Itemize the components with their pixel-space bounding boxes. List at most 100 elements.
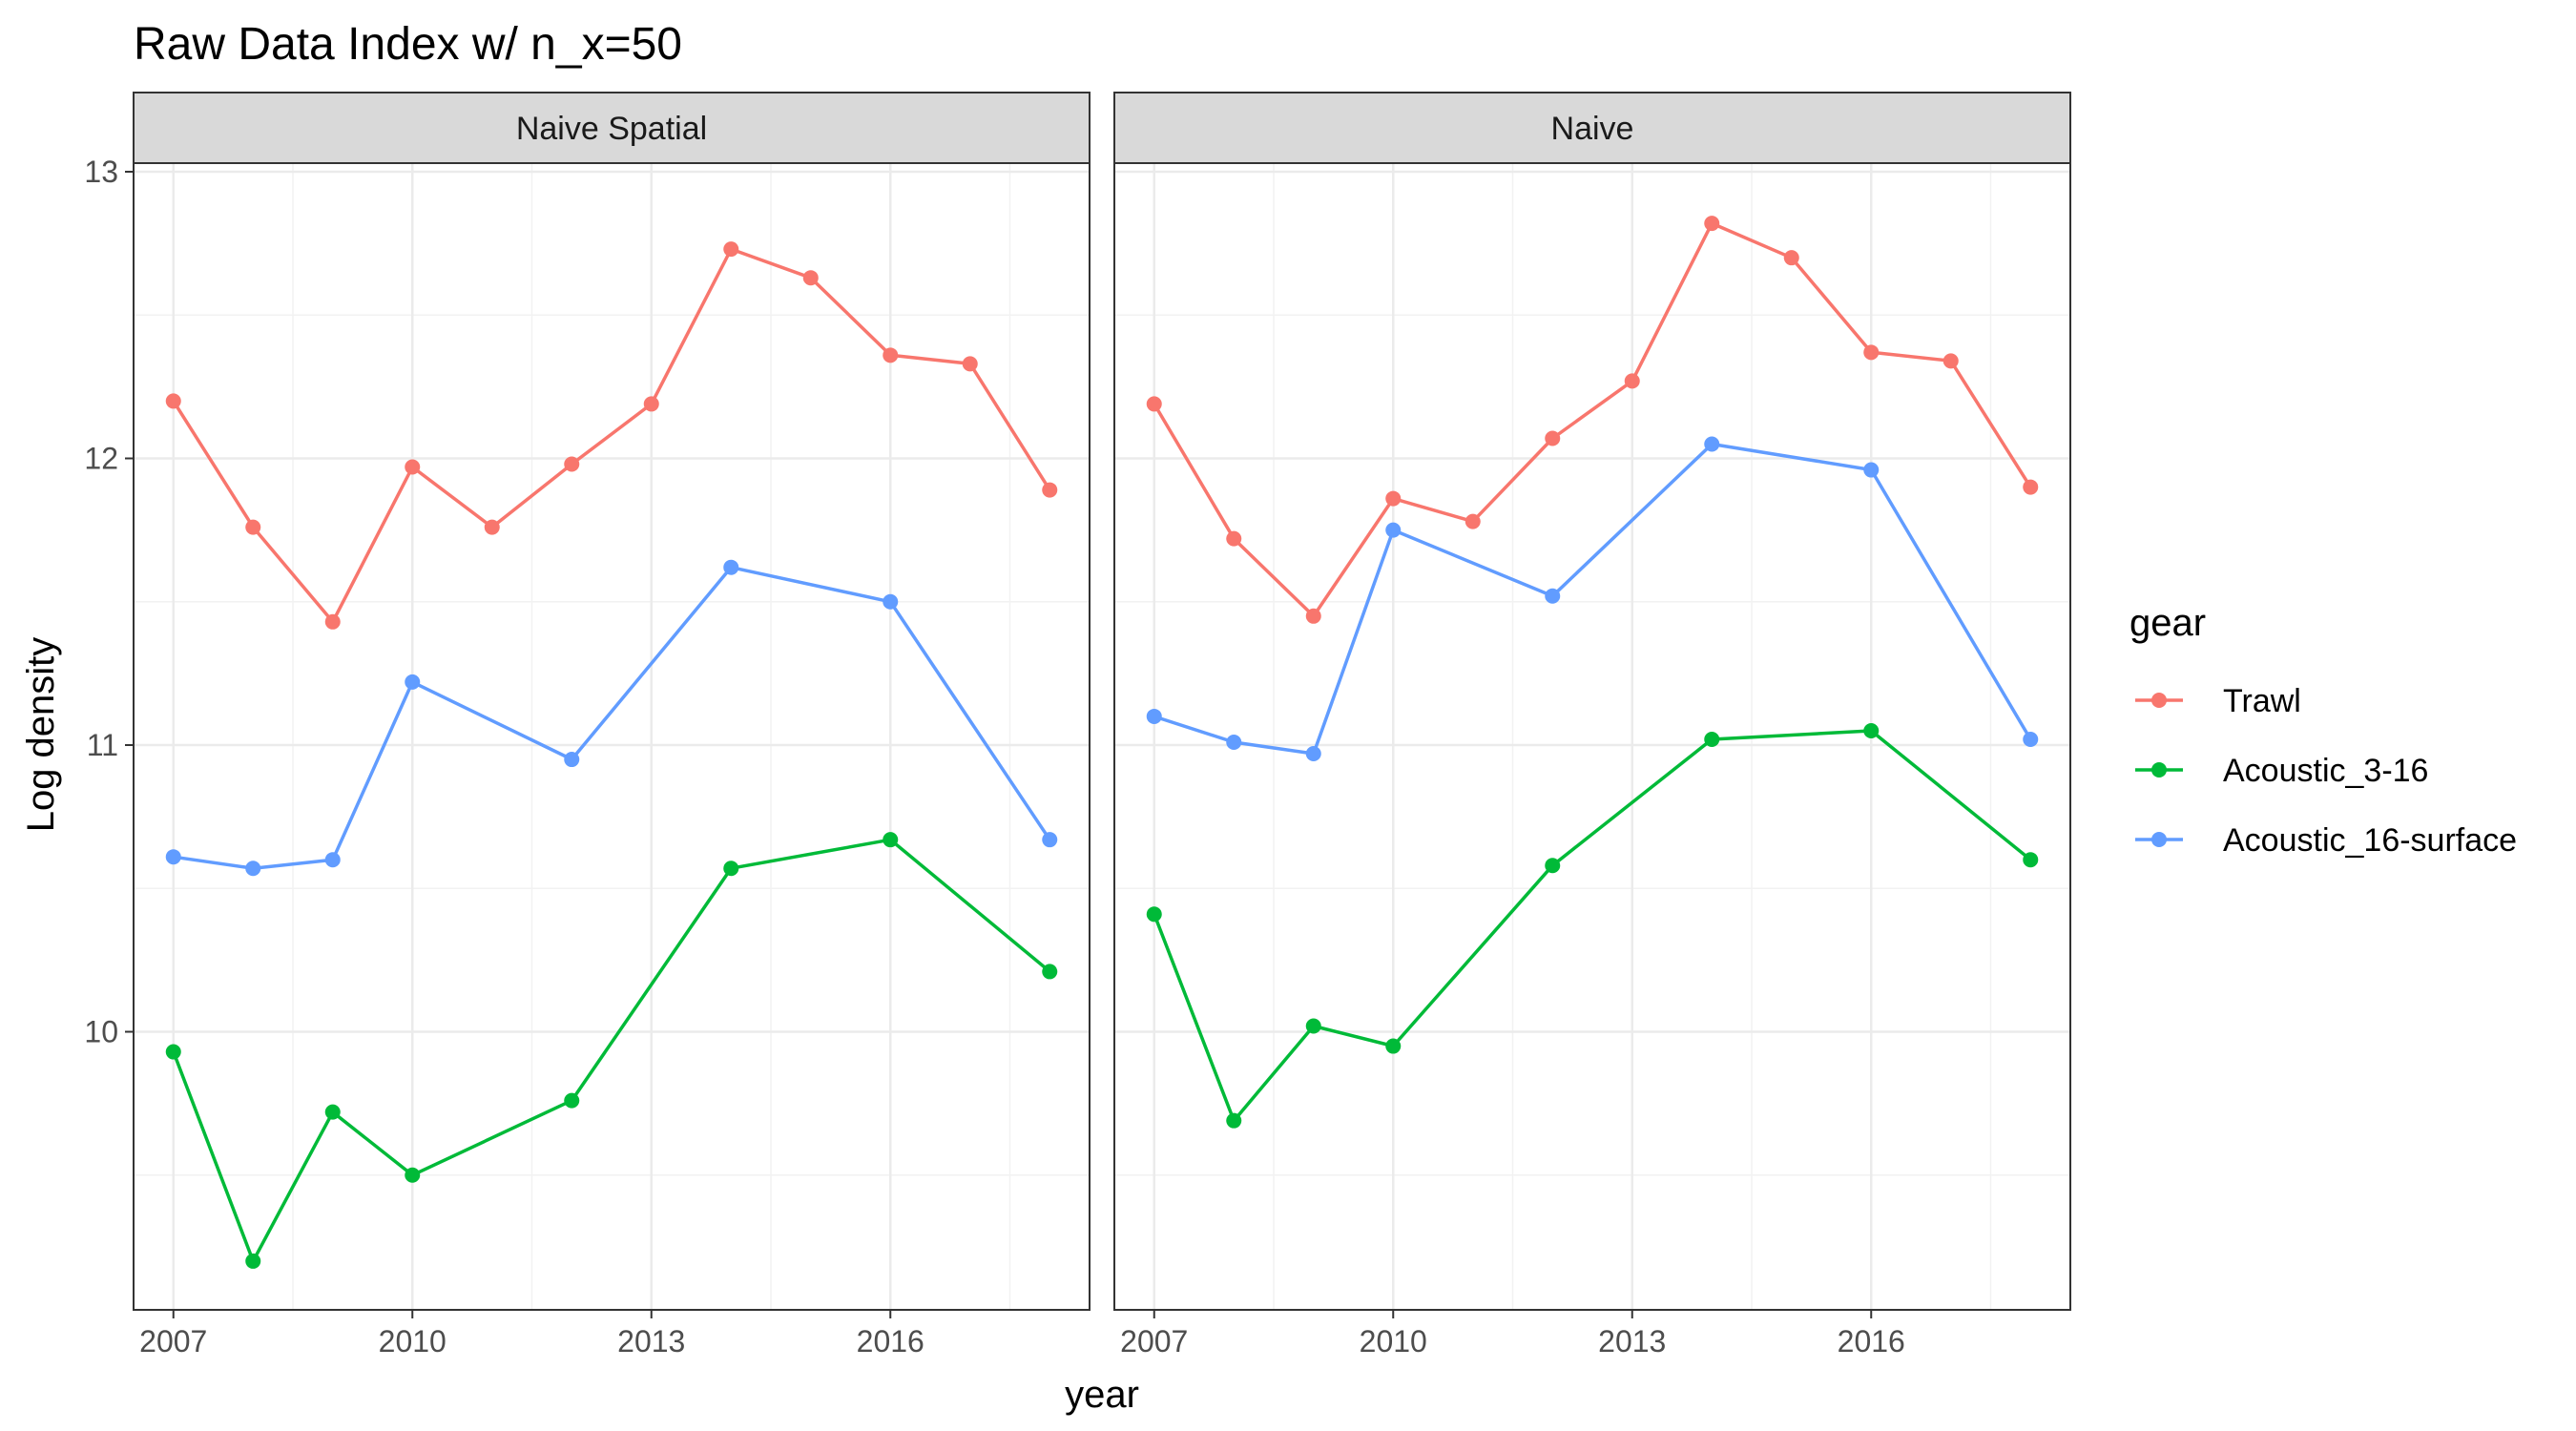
data-point-trawl	[1305, 608, 1321, 624]
data-point-trawl	[1783, 250, 1799, 266]
series-line-acoustic-16-surface	[173, 565, 1051, 870]
data-point-acoustic-16-surface	[2023, 732, 2039, 748]
data-point-trawl	[723, 241, 739, 258]
y-tick-label: 13	[84, 155, 118, 189]
data-point-acoustic-16-surface	[165, 849, 181, 865]
data-point-trawl	[1545, 430, 1561, 446]
data-point-acoustic-16-surface	[1385, 522, 1402, 538]
data-point-acoustic-3-16	[723, 861, 739, 877]
data-point-acoustic-16-surface	[564, 752, 580, 768]
legend-key-point	[2151, 832, 2167, 847]
x-tick-label: 2007	[1120, 1324, 1188, 1358]
data-point-acoustic-3-16	[1146, 906, 1162, 923]
data-point-trawl	[1624, 373, 1640, 389]
x-tick-label: 2010	[1360, 1324, 1427, 1358]
data-point-trawl	[1385, 490, 1402, 507]
data-point-trawl	[564, 456, 580, 472]
facet-strip-label: Naive Spatial	[516, 111, 707, 147]
legend-entry-trawl: Trawl	[2135, 683, 2301, 719]
data-point-trawl	[324, 613, 341, 630]
data-point-trawl	[1704, 216, 1720, 232]
y-tick-label: 12	[84, 442, 118, 476]
data-point-acoustic-3-16	[564, 1092, 580, 1109]
data-point-trawl	[405, 459, 421, 475]
data-point-trawl	[962, 356, 978, 372]
data-point-trawl	[165, 393, 181, 409]
y-tick-label: 11	[87, 728, 118, 762]
data-point-acoustic-16-surface	[324, 852, 341, 868]
facet-strip-label: Naive	[1551, 111, 1634, 147]
data-point-acoustic-3-16	[1863, 722, 1880, 738]
data-point-acoustic-3-16	[1305, 1018, 1321, 1034]
data-point-trawl	[2023, 479, 2039, 495]
series-line-acoustic-3-16	[1153, 729, 2032, 1123]
panel-border	[133, 162, 1091, 1311]
data-point-trawl	[1942, 353, 1959, 369]
data-point-acoustic-16-surface	[1226, 735, 1242, 751]
data-point-acoustic-16-surface	[883, 593, 899, 610]
data-point-acoustic-3-16	[2023, 852, 2039, 868]
data-point-acoustic-16-surface	[1704, 436, 1720, 452]
data-point-acoustic-16-surface	[1545, 588, 1561, 604]
data-point-trawl	[245, 519, 261, 535]
panel-naive-spatial: Naive Spatial 2007 2010 2013 2016 10 11 12 13	[84, 92, 1091, 1358]
data-point-trawl	[484, 519, 500, 535]
data-point-acoustic-3-16	[324, 1104, 341, 1120]
legend-label: Trawl	[2223, 683, 2301, 719]
data-point-acoustic-16-surface	[723, 559, 739, 575]
data-point-trawl	[883, 347, 899, 363]
data-point-acoustic-16-surface	[1146, 708, 1162, 724]
data-point-acoustic-3-16	[883, 832, 899, 848]
chart-title: Raw Data Index w/ n_x=50	[134, 19, 682, 70]
data-point-trawl	[1146, 396, 1162, 412]
legend-label: Acoustic_3-16	[2223, 753, 2428, 789]
x-tick-label: 2013	[617, 1324, 685, 1358]
panel-naive: Naive 2007 2010 2013 2016	[1113, 92, 2071, 1358]
x-tick-label: 2016	[1838, 1324, 1905, 1358]
data-point-acoustic-3-16	[1042, 964, 1058, 980]
legend-key-point	[2151, 762, 2167, 778]
data-point-acoustic-3-16	[405, 1167, 421, 1183]
series-line-trawl	[172, 247, 1051, 624]
series-line-acoustic-16-surface	[1153, 442, 2032, 756]
data-point-acoustic-3-16	[1226, 1112, 1242, 1129]
legend-entry-acoustic-3-16: Acoustic_3-16	[2135, 753, 2428, 789]
x-tick-label: 2010	[379, 1324, 447, 1358]
series-line-acoustic-3-16	[172, 838, 1051, 1263]
data-point-acoustic-3-16	[1704, 732, 1720, 748]
y-tick-label: 10	[84, 1015, 118, 1049]
data-point-acoustic-16-surface	[1042, 832, 1058, 848]
data-point-acoustic-3-16	[1545, 858, 1561, 874]
panel-background	[1114, 163, 2070, 1310]
data-point-acoustic-16-surface	[405, 674, 421, 690]
panel-border	[1113, 162, 2071, 1311]
legend: gear Trawl Acoustic_3-16 Acoustic_16-surfa…	[2129, 602, 2517, 859]
y-axis-title: Log density	[20, 637, 62, 833]
legend-entry-acoustic-16-surface: Acoustic_16-surface	[2135, 822, 2517, 859]
x-tick-label: 2016	[857, 1324, 924, 1358]
data-point-acoustic-3-16	[1385, 1038, 1402, 1054]
data-point-acoustic-16-surface	[1863, 462, 1880, 478]
x-tick-label: 2007	[139, 1324, 207, 1358]
panel-background	[134, 163, 1090, 1310]
legend-title: gear	[2129, 602, 2206, 644]
data-point-acoustic-3-16	[165, 1044, 181, 1060]
series-line-trawl	[1153, 221, 2032, 618]
x-tick-label: 2013	[1598, 1324, 1666, 1358]
data-point-trawl	[1042, 482, 1058, 498]
data-point-acoustic-16-surface	[245, 861, 261, 877]
x-axis-title: year	[1065, 1374, 1139, 1416]
facet-strip	[133, 92, 1091, 164]
legend-key-point	[2151, 693, 2167, 708]
data-point-trawl	[1226, 530, 1242, 547]
legend-label: Acoustic_16-surface	[2223, 822, 2517, 859]
data-point-trawl	[802, 270, 819, 286]
facet-strip	[1113, 92, 2071, 164]
data-point-trawl	[1465, 513, 1481, 529]
data-point-acoustic-16-surface	[1305, 746, 1321, 762]
data-point-acoustic-3-16	[245, 1253, 261, 1269]
data-point-trawl	[1863, 344, 1880, 361]
data-point-trawl	[643, 396, 659, 412]
